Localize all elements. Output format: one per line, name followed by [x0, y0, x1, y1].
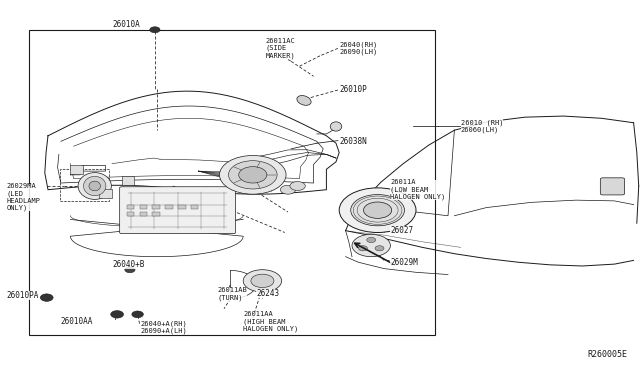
- Circle shape: [351, 195, 404, 226]
- Circle shape: [239, 167, 267, 183]
- Ellipse shape: [78, 173, 111, 199]
- Bar: [191, 205, 198, 209]
- Text: 26038N: 26038N: [339, 137, 367, 146]
- Bar: [140, 205, 147, 209]
- Text: 26010PA: 26010PA: [6, 291, 39, 300]
- Text: 26040(RH)
26090(LH): 26040(RH) 26090(LH): [339, 41, 378, 55]
- Circle shape: [125, 267, 135, 273]
- Circle shape: [367, 237, 376, 243]
- Circle shape: [358, 246, 367, 251]
- Text: 26040+B: 26040+B: [112, 260, 145, 269]
- Circle shape: [280, 185, 296, 194]
- Bar: [178, 205, 186, 209]
- Bar: [140, 212, 147, 216]
- Ellipse shape: [297, 96, 311, 105]
- Circle shape: [251, 274, 274, 288]
- Bar: [127, 212, 134, 216]
- Circle shape: [150, 27, 160, 33]
- Text: 26010AA: 26010AA: [61, 317, 93, 326]
- Circle shape: [111, 311, 124, 318]
- Text: 26027: 26027: [390, 226, 413, 235]
- FancyBboxPatch shape: [120, 187, 236, 234]
- Text: 26011AA
(HIGH BEAM
HALOGEN ONLY): 26011AA (HIGH BEAM HALOGEN ONLY): [243, 311, 298, 332]
- Bar: [152, 205, 160, 209]
- Bar: [99, 189, 112, 198]
- Circle shape: [132, 311, 143, 318]
- Circle shape: [228, 161, 277, 189]
- Circle shape: [339, 188, 416, 232]
- Text: R260005E: R260005E: [588, 350, 627, 359]
- Text: 26243: 26243: [256, 289, 279, 298]
- Circle shape: [364, 202, 392, 218]
- Text: 26029M: 26029M: [390, 258, 418, 267]
- Bar: [29, 30, 435, 335]
- Circle shape: [243, 270, 282, 292]
- FancyBboxPatch shape: [600, 178, 625, 195]
- Ellipse shape: [330, 122, 342, 131]
- Circle shape: [375, 246, 384, 251]
- Text: 26011AC
(SIDE
MARKER): 26011AC (SIDE MARKER): [266, 38, 295, 59]
- Circle shape: [220, 155, 286, 194]
- Circle shape: [352, 234, 390, 257]
- Text: 26029MA
(LED
HEADLAMP
ONLY): 26029MA (LED HEADLAMP ONLY): [6, 183, 40, 211]
- Circle shape: [40, 294, 53, 301]
- Text: 26010P: 26010P: [339, 85, 367, 94]
- Bar: [70, 165, 83, 174]
- Text: 26040+A(RH)
26090+A(LH): 26040+A(RH) 26090+A(LH): [141, 320, 188, 334]
- Ellipse shape: [83, 176, 106, 196]
- Text: 26010 (RH)
26060(LH): 26010 (RH) 26060(LH): [461, 119, 503, 134]
- Ellipse shape: [89, 181, 100, 191]
- Bar: [127, 205, 134, 209]
- Text: 26011A
(LOW BEAM
HALOGEN ONLY): 26011A (LOW BEAM HALOGEN ONLY): [390, 179, 445, 200]
- Bar: [165, 205, 173, 209]
- Text: 26010A: 26010A: [112, 20, 140, 29]
- Circle shape: [290, 182, 305, 190]
- Text: 26011AB
(TURN): 26011AB (TURN): [218, 287, 247, 301]
- Bar: [60, 169, 109, 201]
- Bar: [152, 212, 160, 216]
- Bar: [122, 176, 134, 185]
